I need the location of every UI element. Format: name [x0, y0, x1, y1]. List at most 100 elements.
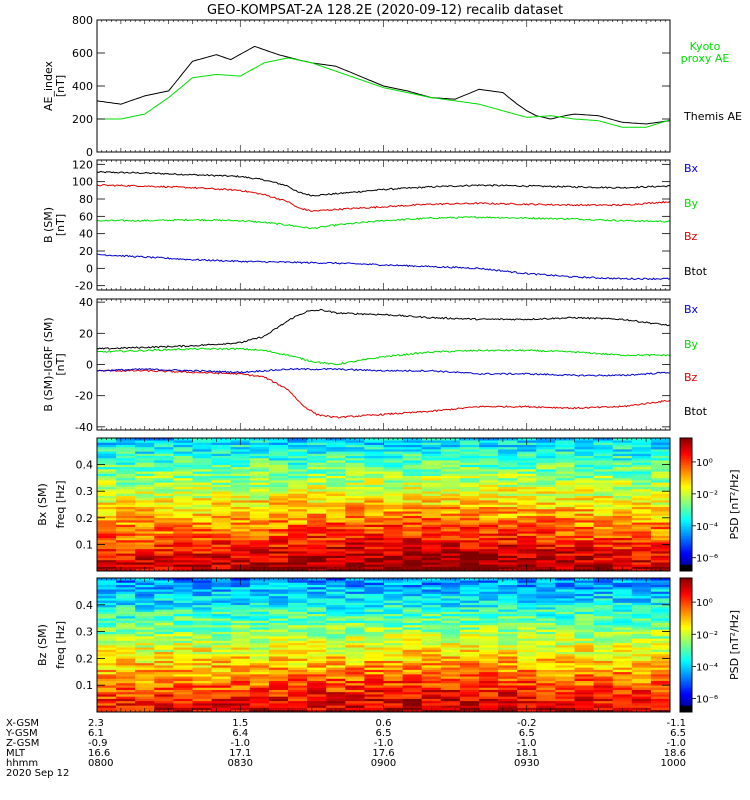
spectrogram-cell — [116, 493, 136, 496]
spectrogram-cell — [612, 559, 633, 563]
spectrogram-cell — [440, 600, 461, 603]
spectrogram-cell — [631, 480, 652, 483]
spectrogram-cell — [536, 508, 556, 512]
spectrogram-cell — [536, 604, 556, 608]
spectrogram-cell — [479, 548, 499, 552]
spectrogram-cell — [421, 609, 442, 612]
spectrogram-cell — [440, 453, 461, 457]
spectrogram-cell — [402, 486, 422, 490]
spectrogram-cell — [268, 520, 289, 523]
spectrogram-cell — [345, 546, 365, 550]
spectrogram-cell — [650, 491, 671, 494]
spectrogram-cell — [555, 451, 575, 454]
spectrogram-cell — [326, 700, 346, 704]
spectrogram-cell — [536, 520, 556, 523]
spectrogram-cell — [230, 533, 251, 536]
spectrogram-cell — [402, 557, 422, 561]
spectrogram-cell — [116, 611, 136, 615]
spectrogram-cell — [211, 466, 231, 470]
spectrogram-cell — [211, 491, 231, 494]
spectrogram-cell — [479, 455, 499, 459]
spectrogram-cell — [498, 609, 518, 612]
spectrogram-cell — [288, 477, 308, 481]
spectrogram-cell — [173, 627, 193, 630]
spectrogram-cell — [555, 531, 575, 534]
spectrogram-cell — [211, 493, 231, 496]
spectrogram-cell — [650, 455, 671, 459]
spectrogram-cell — [154, 613, 174, 617]
spectrogram-cell — [631, 627, 652, 630]
spectrogram-cell — [517, 656, 537, 659]
spectrogram-cell — [97, 698, 117, 702]
spectrogram-cell — [288, 455, 308, 459]
spectrogram-cell — [479, 564, 499, 567]
spectrogram-cell — [517, 506, 537, 510]
spectrogram-cell — [249, 707, 270, 711]
spectrogram-cell — [364, 580, 384, 583]
spectrogram-cell — [421, 453, 442, 457]
spectrogram-cell — [612, 453, 633, 457]
spectrogram-cell — [230, 662, 251, 666]
spectrogram-cell — [307, 446, 327, 450]
spectrogram-cell — [364, 611, 384, 615]
spectrogram-cell — [116, 557, 136, 561]
spectrogram-cell — [479, 589, 499, 592]
spectrogram-cell — [555, 669, 575, 673]
spectrogram-cell — [135, 676, 155, 679]
spectrogram-cell — [345, 513, 365, 516]
spectrogram-cell — [230, 449, 251, 452]
spectrogram-cell — [498, 555, 518, 558]
spectrogram-cell — [479, 493, 499, 496]
spectrogram-cell — [116, 566, 136, 570]
panel-frame — [96, 298, 671, 431]
y-tick-label: 0 — [86, 146, 93, 159]
spectrogram-cell — [459, 615, 480, 619]
spectrogram-cell — [249, 488, 270, 492]
spectrogram-cell — [650, 698, 671, 702]
spectrogram-cell — [536, 535, 556, 539]
spectrogram-cell — [402, 524, 422, 527]
spectrogram-cell — [612, 531, 633, 534]
spectrogram-cell — [116, 502, 136, 505]
spectrogram-cell — [631, 607, 652, 610]
spectrogram-cell — [173, 451, 193, 454]
spectrogram-cell — [154, 607, 174, 610]
spectrogram-cell — [326, 533, 346, 536]
spectrogram-cell — [650, 696, 671, 699]
spectrogram-cell — [650, 653, 671, 657]
spectrogram-cell — [402, 604, 422, 608]
spectrogram-cell — [383, 667, 403, 670]
spectrogram-cell — [249, 687, 270, 690]
spectrogram-cell — [345, 662, 365, 666]
spectrogram-cell — [326, 491, 346, 494]
spectrogram-cell — [631, 553, 652, 556]
spectrogram-cell — [402, 553, 422, 556]
spectrogram-cell — [421, 658, 442, 661]
spectrogram-cell — [612, 444, 633, 448]
spectrogram-cell — [116, 705, 136, 708]
spectrogram-cell — [268, 444, 289, 448]
spectrogram-cell — [307, 502, 327, 505]
spectrogram-cell — [345, 557, 365, 561]
spectrogram-cell — [402, 500, 422, 503]
spectrogram-cell — [421, 462, 442, 465]
spectrogram-cell — [345, 582, 365, 585]
spectrogram-cell — [135, 495, 155, 499]
spectrogram-cell — [459, 631, 480, 635]
spectrogram-cell — [307, 640, 327, 644]
spectrogram-cell — [479, 442, 499, 445]
spectrogram-cell — [517, 687, 537, 690]
spectrogram-cell — [364, 528, 384, 532]
spectrogram-cell — [479, 642, 499, 646]
spectrogram-cell — [498, 442, 518, 445]
spectrogram-cell — [536, 531, 556, 534]
spectrogram-cell — [517, 665, 537, 668]
spectrogram-cell — [97, 707, 117, 711]
spectrogram-cell — [345, 506, 365, 510]
spectrogram-cell — [574, 542, 594, 545]
spectrogram-cell — [154, 703, 174, 706]
spectrogram-cell — [211, 553, 231, 556]
spectrogram-cell — [498, 658, 518, 661]
spectrogram-cell — [555, 502, 575, 505]
y-tick-label: 60 — [79, 210, 93, 223]
